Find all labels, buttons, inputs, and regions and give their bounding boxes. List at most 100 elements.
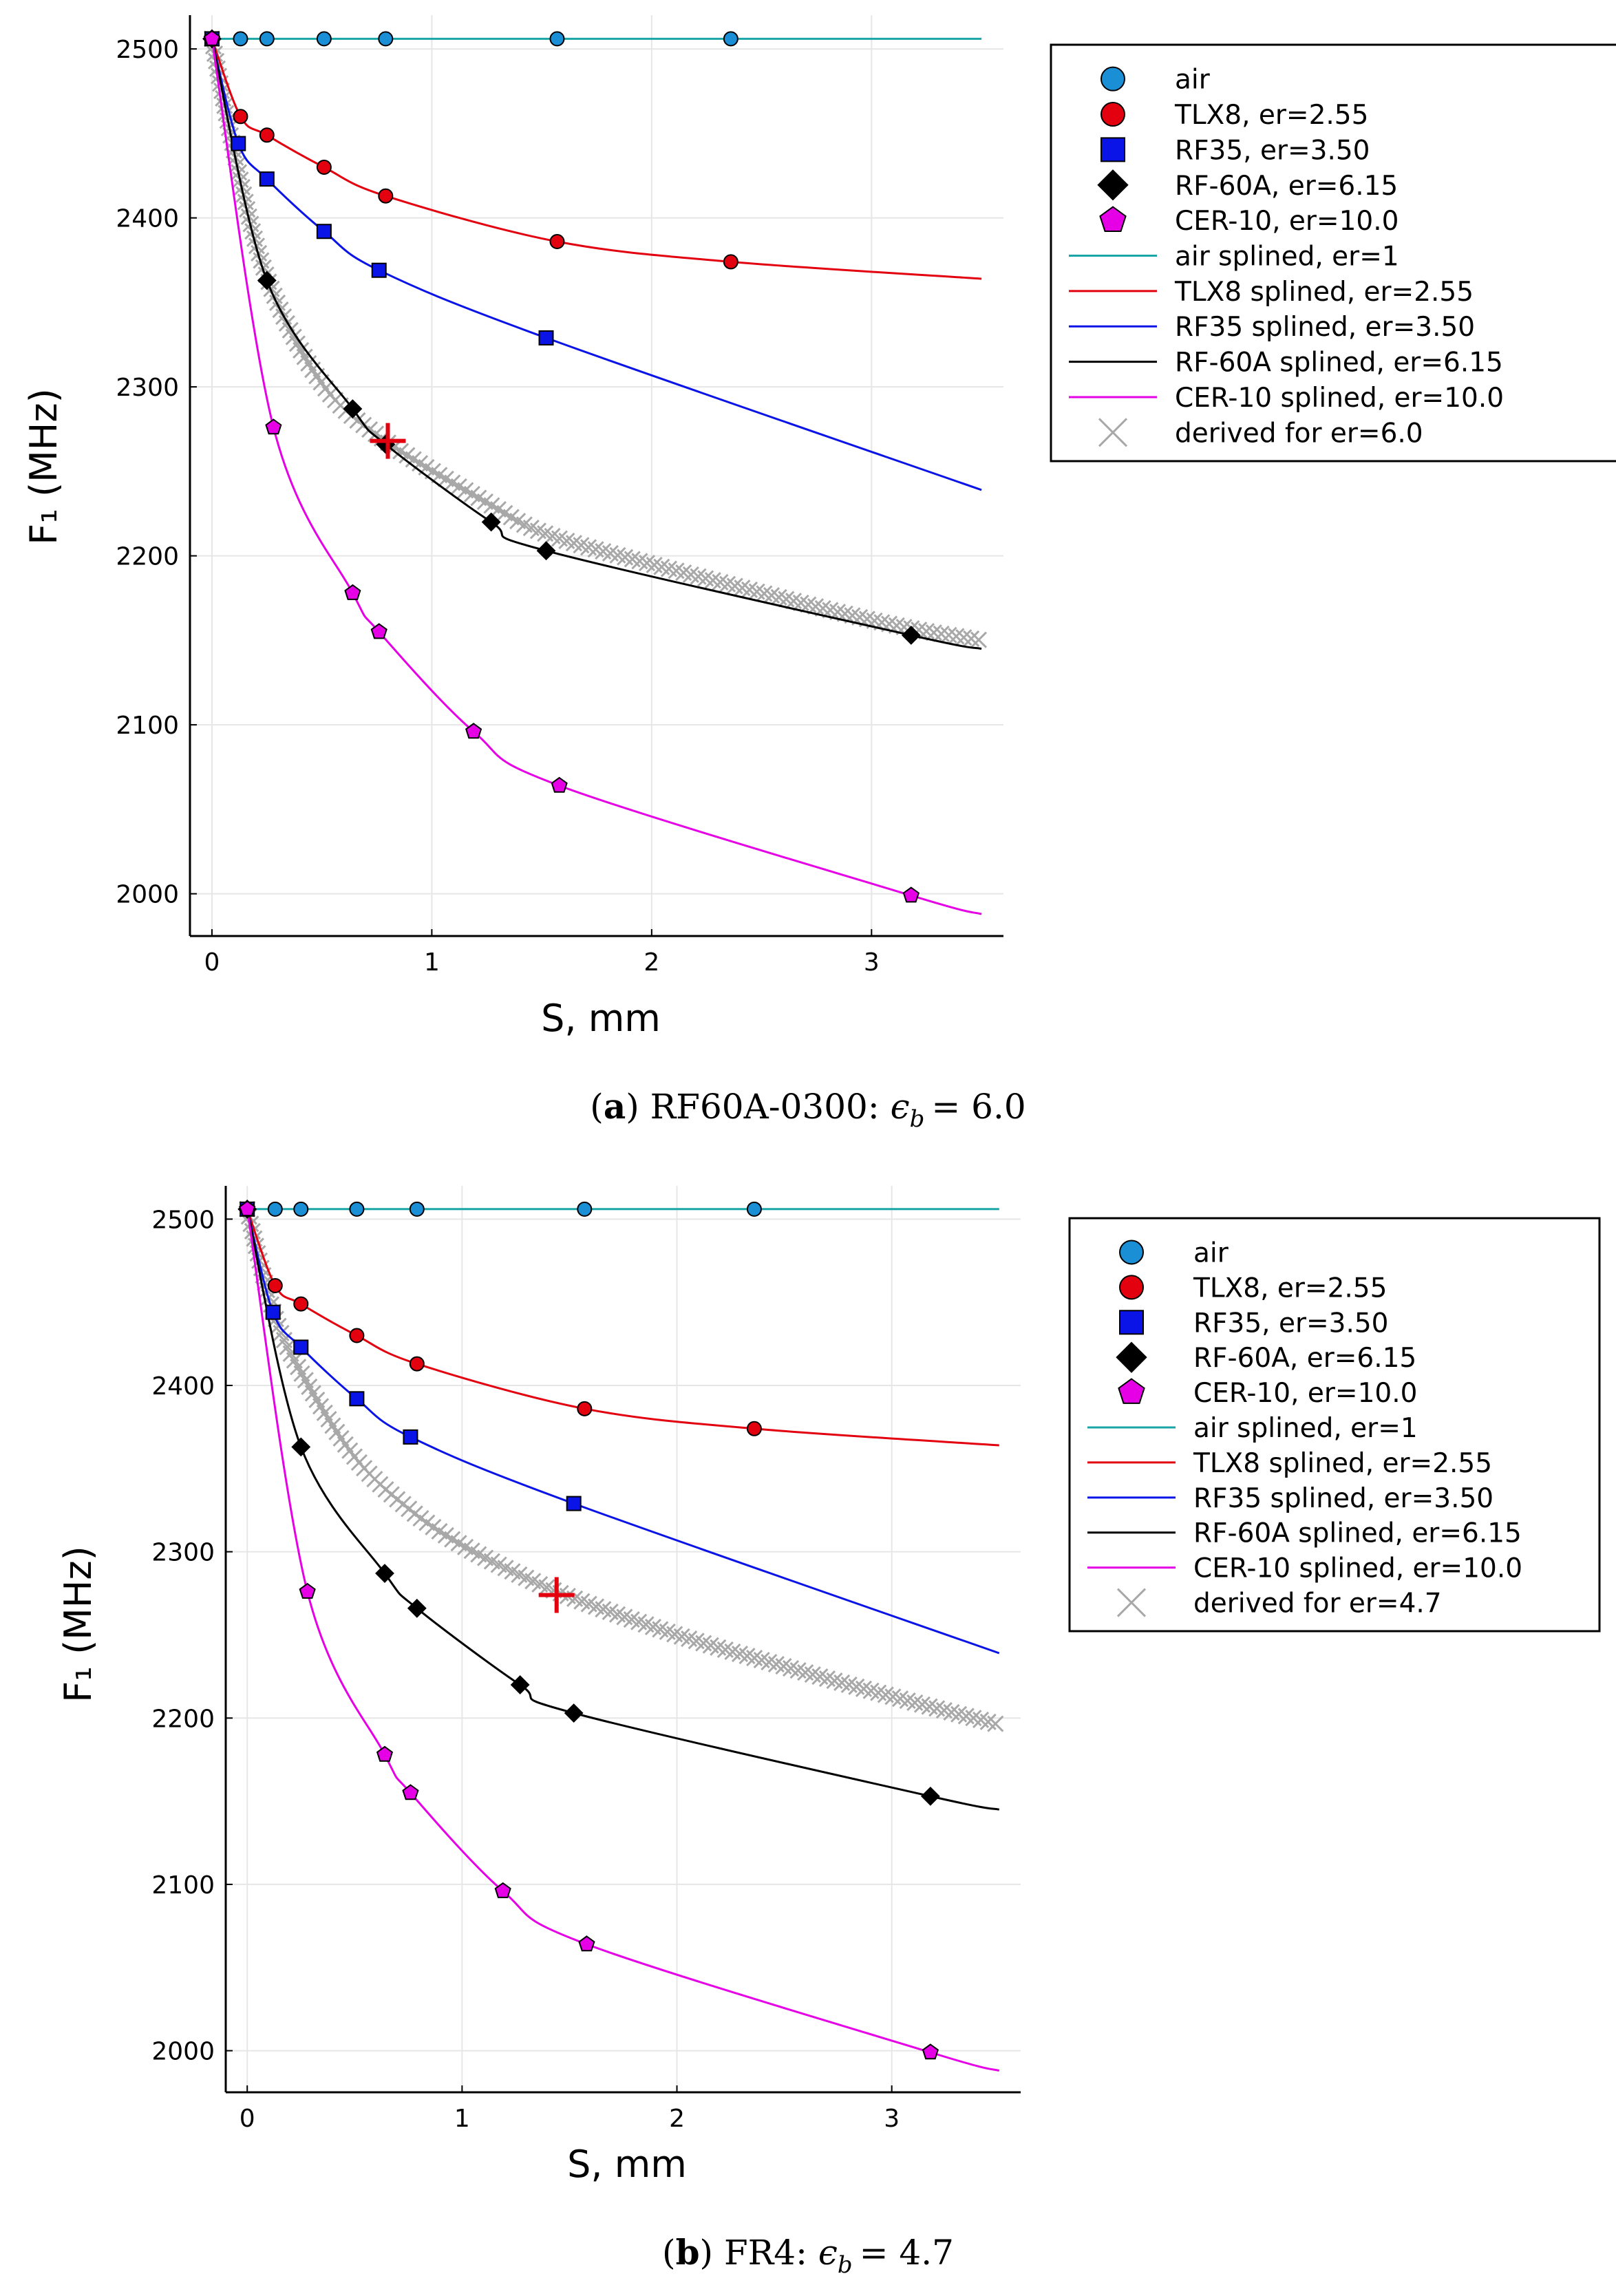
data-point xyxy=(231,136,246,151)
y-tick-label: 2300 xyxy=(116,374,179,402)
legend-label: derived for er=6.0 xyxy=(1175,418,1423,449)
data-point xyxy=(577,1401,593,1416)
y-axis-label: F₁ (MHz) xyxy=(22,388,65,545)
legend-label: CER-10 splined, er=10.0 xyxy=(1193,1553,1522,1584)
y-tick-label: 2500 xyxy=(116,36,179,64)
legend-marker xyxy=(1101,137,1125,162)
data-point xyxy=(233,31,248,47)
y-tick-label: 2500 xyxy=(151,1206,215,1234)
data-point xyxy=(577,1201,593,1217)
data-point xyxy=(402,1784,419,1800)
spline-line-3 xyxy=(246,1209,1000,1811)
spline-line-2 xyxy=(246,1209,1000,1655)
legend-label: TLX8 splined, er=2.55 xyxy=(1193,1448,1492,1479)
data-point xyxy=(494,1882,511,1898)
data-point xyxy=(376,1745,394,1762)
y-tick-label: 2300 xyxy=(151,1539,215,1567)
legend-label: RF35, er=3.50 xyxy=(1193,1308,1389,1339)
y-tick-label: 2200 xyxy=(116,543,179,571)
x-tick-label: 0 xyxy=(204,948,220,977)
data-point xyxy=(746,1201,762,1217)
red-plus-marker xyxy=(370,423,406,459)
data-point xyxy=(578,1935,595,1952)
legend-label: derived for er=4.7 xyxy=(1193,1588,1442,1619)
spline-line-1 xyxy=(246,1209,999,1447)
data-point xyxy=(259,171,275,187)
x-tick-label: 0 xyxy=(240,2105,255,2133)
plot-series xyxy=(237,1199,1004,2072)
legend-label: CER-10, er=10.0 xyxy=(1193,1378,1417,1409)
legend-label: RF-60A splined, er=6.15 xyxy=(1175,348,1503,379)
data-point xyxy=(203,30,221,46)
grid xyxy=(226,1186,1021,2092)
data-point xyxy=(371,262,387,278)
legend-label: air xyxy=(1175,65,1211,96)
legend-label: air splined, er=1 xyxy=(1175,242,1399,273)
legend-marker xyxy=(1119,1240,1144,1265)
spline-line-1 xyxy=(211,38,982,280)
caption-symbol: ϵ xyxy=(818,2233,838,2273)
caption-material: FR4: xyxy=(724,2233,807,2273)
y-tick-label: 2400 xyxy=(116,205,179,233)
red-plus-marker xyxy=(538,1577,575,1613)
derived-guide xyxy=(247,1209,999,1725)
axes: 0 1 2 3 2000 2100 2200 2300 2400 2500 xyxy=(151,1186,1021,2133)
legend-label: TLX8 splined, er=2.55 xyxy=(1174,277,1474,308)
derived-x-marker xyxy=(970,631,988,648)
data-point xyxy=(465,723,482,739)
legend-label: CER-10 splined, er=10.0 xyxy=(1175,383,1504,414)
data-point xyxy=(293,1201,309,1217)
caption-tag: b xyxy=(676,2232,700,2273)
data-point xyxy=(549,31,565,47)
legend-label: RF-60A, er=6.15 xyxy=(1175,171,1398,202)
data-point xyxy=(481,512,501,532)
data-point xyxy=(566,1496,582,1511)
axes: 0 1 2 3 2000 2100 2200 2300 2400 2500 xyxy=(116,15,1003,977)
data-point xyxy=(267,1277,283,1293)
data-point xyxy=(293,1339,309,1355)
data-point xyxy=(746,1421,762,1436)
data-point xyxy=(536,541,556,561)
data-point xyxy=(239,1200,256,1217)
data-point xyxy=(370,623,387,639)
legend-marker xyxy=(1119,1310,1144,1335)
legend-label: RF35 splined, er=3.50 xyxy=(1175,312,1475,343)
data-point xyxy=(316,224,332,240)
y-tick-label: 2000 xyxy=(116,881,179,909)
y-tick-label: 2400 xyxy=(151,1372,215,1401)
derived-x-marker xyxy=(987,1715,1004,1732)
legend-marker xyxy=(1101,102,1125,127)
data-point xyxy=(259,127,275,143)
caption-tag: a xyxy=(604,1086,626,1127)
caption-b: (b) FR4: ϵb = 4.7 xyxy=(662,2232,954,2279)
data-point xyxy=(564,1703,584,1723)
data-point xyxy=(407,1598,427,1618)
data-point xyxy=(403,1429,418,1445)
data-point xyxy=(316,159,332,175)
legend-label: RF35 splined, er=3.50 xyxy=(1193,1483,1493,1514)
y-tick-label: 2200 xyxy=(151,1705,215,1733)
legend-label: CER-10, er=10.0 xyxy=(1175,206,1399,237)
data-point xyxy=(257,270,277,290)
data-point xyxy=(549,233,565,249)
legend-marker xyxy=(1118,1378,1145,1404)
data-point xyxy=(551,776,568,793)
y-axis-label: F₁ (MHz) xyxy=(56,1546,100,1703)
caption-equals: = 4.7 xyxy=(860,2233,954,2273)
caption-a: (a) RF60A-0300: ϵb = 6.0 xyxy=(590,1086,1025,1133)
legend: air TLX8, er=2.55 RF35, er=3.50 RF-60A, er=… xyxy=(1068,1217,1601,1633)
data-point xyxy=(233,109,248,125)
legend-marker xyxy=(1099,206,1127,232)
legend-label: TLX8, er=2.55 xyxy=(1174,100,1368,131)
caption-subscript: b xyxy=(910,1105,925,1133)
x-axis-label: S, mm xyxy=(541,997,661,1040)
legend-label: TLX8, er=2.55 xyxy=(1193,1273,1387,1304)
data-point xyxy=(349,1328,365,1343)
data-point xyxy=(510,1675,530,1694)
y-tick-label: 2100 xyxy=(116,712,179,740)
data-point xyxy=(902,886,919,903)
data-point xyxy=(409,1356,425,1372)
data-point xyxy=(299,1582,316,1599)
chart-panel-a: 0 1 2 3 2000 2100 2200 2300 2400 2500 S, mm F₁ (M… xyxy=(22,15,1616,1133)
legend-x-marker xyxy=(1098,418,1128,447)
